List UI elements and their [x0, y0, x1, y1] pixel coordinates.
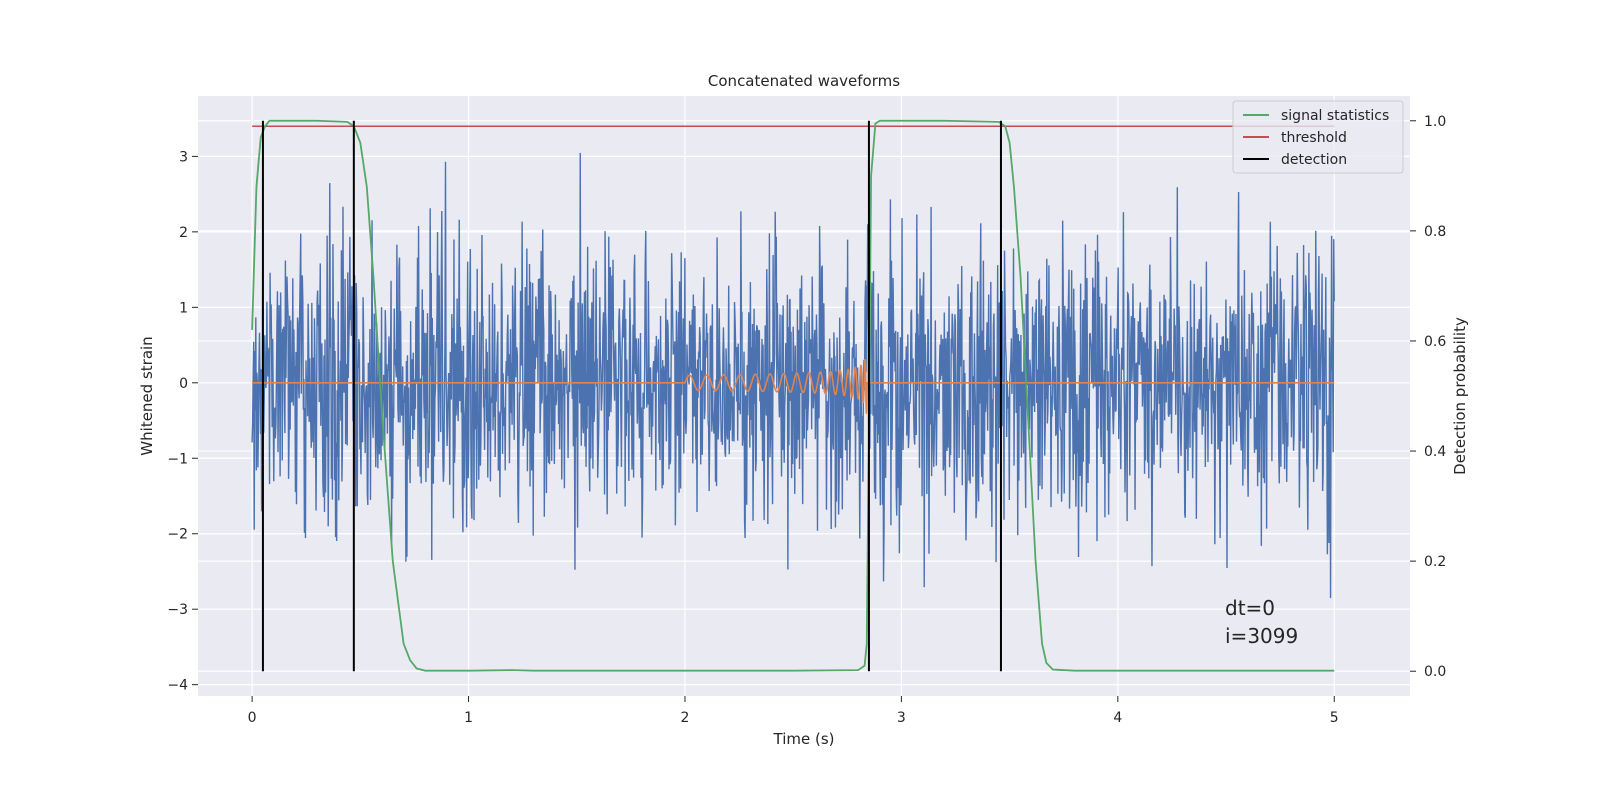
- signal-statistics-line: [251, 119, 1335, 672]
- x-tick-label: 3: [897, 710, 906, 726]
- y-tick-label: −2: [167, 527, 188, 543]
- plot-content: [251, 119, 1335, 672]
- y2-axis-ticks: 0.0 0.2 0.4 0.6 0.8 1.0: [1410, 114, 1446, 680]
- chart-title: Concatenated waveforms: [708, 72, 900, 90]
- legend-box: [1232, 100, 1404, 174]
- detection-lines: [261, 120, 1002, 672]
- y-tick-label: −3: [167, 602, 188, 618]
- y2-axis-label: Detection probability: [1451, 317, 1469, 475]
- y-axis-ticks: −4 −3 −2 −1 0 1 2 3: [167, 149, 198, 694]
- legend-label: detection: [1281, 152, 1347, 168]
- legend-label: signal statistics: [1281, 108, 1389, 124]
- y-tick-label: 2: [179, 225, 188, 241]
- y-tick-label: 3: [179, 149, 188, 165]
- x-axis-ticks: 0 1 2 3 4 5: [248, 696, 1339, 726]
- x-tick-label: 0: [248, 710, 257, 726]
- x-tick-label: 5: [1330, 710, 1339, 726]
- y-tick-label: 0: [179, 376, 188, 392]
- noise-series-line: [251, 152, 1335, 599]
- legend-label: threshold: [1281, 130, 1347, 146]
- y2-tick-label: 1.0: [1424, 114, 1446, 130]
- y-axis-label: Whitened strain: [138, 336, 156, 455]
- chirp-series-line: [252, 359, 1335, 414]
- annotation-dt: dt=0: [1225, 596, 1275, 620]
- y-tick-label: −4: [167, 678, 188, 694]
- x-axis-label: Time (s): [773, 730, 835, 748]
- y2-tick-label: 0.0: [1424, 664, 1446, 680]
- annotation-i: i=3099: [1225, 624, 1298, 648]
- x-tick-label: 2: [681, 710, 690, 726]
- y-tick-label: −1: [167, 451, 188, 467]
- y2-tick-label: 0.6: [1424, 334, 1446, 350]
- y-tick-label: 1: [179, 300, 188, 316]
- y2-tick-label: 0.8: [1424, 224, 1446, 240]
- x-tick-label: 1: [464, 710, 473, 726]
- legend: signal statistics threshold detection: [1232, 100, 1404, 174]
- y2-tick-label: 0.2: [1424, 554, 1446, 570]
- y2-tick-label: 0.4: [1424, 444, 1446, 460]
- x-tick-label: 4: [1113, 710, 1122, 726]
